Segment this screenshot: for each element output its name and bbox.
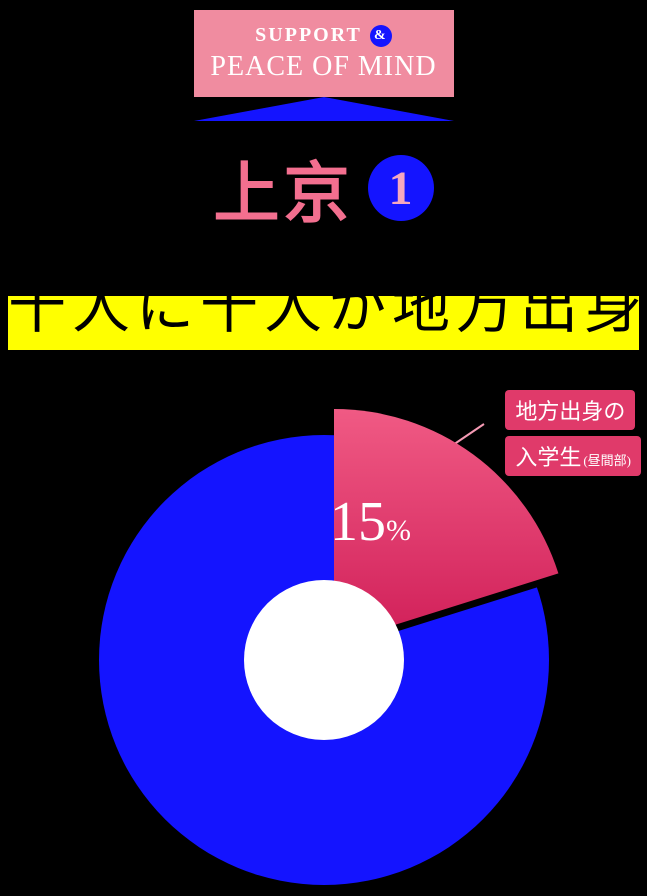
donut-chart (94, 430, 554, 890)
callout-line2-sub: (昼間部) (583, 453, 631, 468)
ribbon-line1: SUPPORT & (204, 24, 444, 47)
ribbon-line2: PEACE OF MIND (204, 51, 444, 83)
ampersand-badge: & (370, 25, 392, 47)
headline: 上京 1 (0, 140, 647, 236)
callout-line1: 地方出身の (505, 390, 635, 430)
ribbon-body: SUPPORT & PEACE OF MIND (194, 10, 454, 97)
support-ribbon: SUPPORT & PEACE OF MIND (194, 10, 454, 121)
percent-label: 15% (330, 490, 411, 554)
ribbon-line1-text: SUPPORT (255, 24, 362, 46)
ribbon-tail-right (324, 97, 454, 121)
root: SUPPORT & PEACE OF MIND 上京 1 十人に十人か地万出身 … (0, 0, 647, 896)
ribbon-tail-left (194, 97, 324, 121)
headline-number: 1 (389, 161, 413, 216)
strip-text: 十人に十人か地万出身 (8, 296, 639, 344)
chart-svg (94, 430, 554, 890)
ribbon-tails (194, 97, 454, 121)
headline-jp: 上京 (214, 140, 354, 236)
yellow-strip: 十人に十人か地万出身 (8, 296, 639, 350)
percent-unit: % (386, 514, 411, 547)
percent-value: 15 (330, 491, 386, 553)
headline-badge: 1 (368, 155, 434, 221)
donut-hole (244, 580, 404, 740)
